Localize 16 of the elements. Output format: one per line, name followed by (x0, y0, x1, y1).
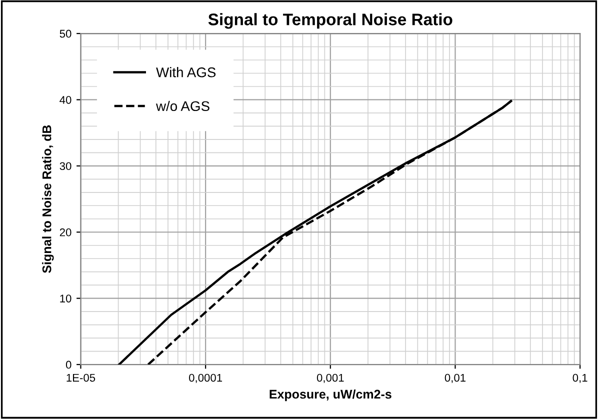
x-tick-label: 0,001 (316, 374, 344, 384)
y-tick-label: 30 (60, 162, 72, 170)
legend-label: With AGS (156, 67, 216, 78)
x-tick-label: 1E-05 (66, 374, 96, 382)
y-tick-label: 20 (60, 228, 72, 236)
legend-label: w/o AGS (156, 100, 210, 112)
x-axis-title: Exposure, uW/cm2-s (270, 389, 392, 402)
y-tick-label: 0 (66, 360, 72, 369)
chart-title: Signal to Temporal Noise Ratio (208, 13, 452, 29)
x-tick-label: 0,0001 (189, 374, 222, 384)
y-tick-label: 10 (60, 294, 72, 302)
x-tick-label: 0,1 (572, 374, 588, 384)
y-tick-label: 40 (60, 96, 72, 104)
x-tick-label: 0,01 (444, 374, 466, 384)
y-axis-title: Signal to Noise Ratio, dB (42, 125, 54, 273)
y-tick-label: 50 (60, 30, 72, 38)
